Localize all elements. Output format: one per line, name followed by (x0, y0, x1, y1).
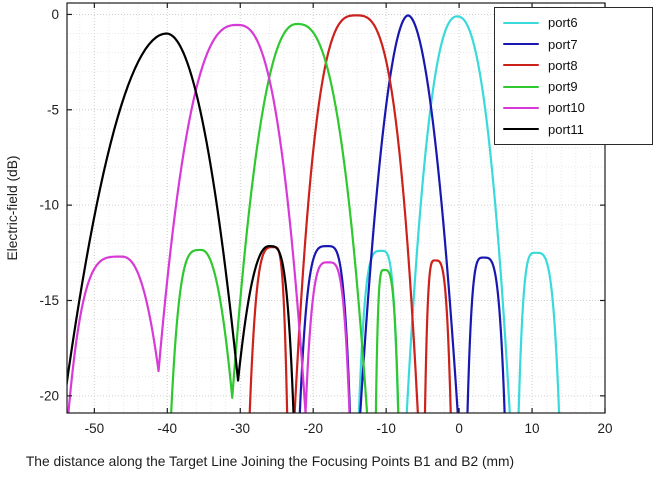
legend-item-port10: port10 (503, 97, 644, 118)
legend-label: port10 (548, 100, 585, 116)
axes-box (66, 2, 606, 414)
x-axis-label: The distance along the Target Line Joini… (26, 454, 514, 469)
x-tick-label: 20 (597, 421, 612, 436)
y-tick-label: -20 (39, 388, 59, 403)
legend-label: port7 (548, 36, 578, 52)
series-lines (67, 14, 561, 413)
x-tick-label: -40 (158, 421, 178, 436)
tick-labels: -50 -40 -30 -20 -10 0 10 20 0 -5 -10 -15 -20 (39, 7, 612, 436)
legend-item-port7: port7 (503, 34, 644, 55)
legend-label: port6 (548, 15, 578, 31)
legend-label: port9 (548, 79, 578, 95)
legend-label: port11 (548, 121, 584, 137)
legend-line-swatch (503, 106, 539, 109)
legend-item-port9: port9 (503, 76, 644, 97)
legend-line-swatch (503, 21, 539, 24)
legend-line-swatch (503, 85, 539, 88)
grid-minor (67, 3, 605, 413)
y-tick-label: -15 (39, 293, 59, 308)
legend-label: port8 (548, 57, 578, 73)
legend: port6 port7 port8 port9 port10 port11 (494, 7, 653, 145)
series-port11-line (67, 32, 295, 413)
legend-line-swatch (503, 43, 539, 46)
x-tick-label: -20 (303, 421, 323, 436)
series-port6-line (357, 15, 561, 413)
legend-line-swatch (503, 64, 539, 67)
y-axis-label: Electric-field (dB) (5, 155, 20, 260)
legend-item-port6: port6 (503, 12, 644, 33)
series-port7-line (298, 14, 506, 413)
series-port10-line (67, 23, 351, 413)
legend-line-swatch (503, 128, 539, 131)
x-tick-label: -50 (85, 421, 105, 436)
y-tick-label: -5 (47, 102, 59, 117)
x-tick-label: -30 (230, 421, 250, 436)
y-tick-label: -10 (39, 198, 59, 213)
legend-item-port11: port11 (503, 119, 644, 140)
x-tick-label: 0 (455, 421, 463, 436)
x-tick-label: -10 (376, 421, 396, 436)
series-port9-line (170, 22, 400, 413)
y-tick-label: 0 (51, 7, 59, 22)
legend-item-port8: port8 (503, 55, 644, 76)
x-tick-label: 10 (525, 421, 540, 436)
series-port8-line (248, 14, 452, 413)
